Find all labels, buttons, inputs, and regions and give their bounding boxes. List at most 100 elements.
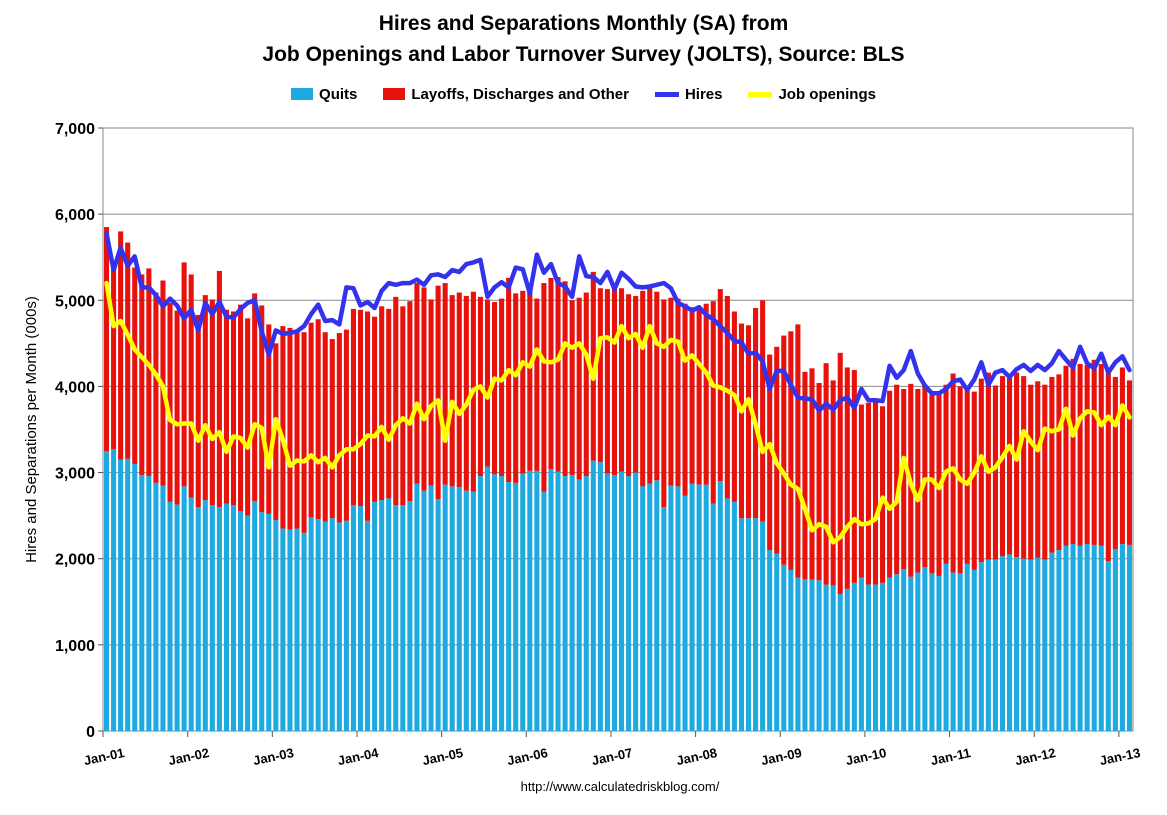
bar-layoffs xyxy=(548,277,554,470)
bar-layoffs xyxy=(174,310,180,505)
bar-quits xyxy=(745,518,752,731)
bar-quits xyxy=(915,572,921,731)
bar-quits xyxy=(654,480,660,731)
bar-layoffs xyxy=(865,402,871,585)
bar-layoffs xyxy=(1098,364,1104,546)
source-url: http://www.calculatedriskblog.com/ xyxy=(520,779,720,794)
bar-quits xyxy=(372,501,378,731)
bar-layoffs xyxy=(435,285,441,500)
bar-quits xyxy=(823,584,829,731)
bar-quits xyxy=(167,501,173,731)
bar-quits xyxy=(696,484,702,731)
bar-layoffs xyxy=(915,389,921,573)
bar-quits xyxy=(590,460,596,731)
bar-layoffs xyxy=(1091,359,1097,545)
bar-quits xyxy=(379,500,385,731)
bar-quits xyxy=(407,500,413,731)
bar-quits xyxy=(767,550,773,731)
bar-quits xyxy=(802,579,808,731)
bar-quits xyxy=(230,505,237,731)
bar-quits xyxy=(146,476,152,731)
bar-layoffs xyxy=(527,284,533,471)
plot-area xyxy=(102,127,1134,732)
bar-layoffs xyxy=(964,385,970,564)
bar-quits xyxy=(456,487,462,731)
bar-quits xyxy=(492,474,498,731)
bar-layoffs xyxy=(230,311,237,506)
bar-layoffs xyxy=(1119,367,1125,545)
bar-layoffs xyxy=(266,324,272,514)
y-tick-label: 5,000 xyxy=(55,293,95,310)
bar-quits xyxy=(393,505,399,731)
bar-layoffs xyxy=(541,283,547,492)
bar-layoffs xyxy=(492,302,498,475)
bar-layoffs xyxy=(858,404,864,578)
bar-layoffs xyxy=(1077,364,1083,546)
bar-layoffs xyxy=(992,385,998,560)
bar-layoffs xyxy=(788,331,794,570)
bar-layoffs xyxy=(971,391,977,570)
bar-layoffs xyxy=(153,292,159,483)
x-tick-label: Jan-12 xyxy=(1014,745,1057,768)
bar-layoffs xyxy=(999,376,1006,557)
bar-layoffs xyxy=(1126,380,1133,545)
bar-layoffs xyxy=(724,295,730,499)
x-tick-label: Jan-06 xyxy=(506,745,549,768)
bar-layoffs xyxy=(696,308,702,485)
bar-layoffs xyxy=(442,283,448,485)
bar-quits xyxy=(1056,550,1062,731)
bar-layoffs xyxy=(118,231,124,460)
y-tick-label: 0 xyxy=(86,724,95,741)
bar-quits xyxy=(731,501,737,731)
bar-quits xyxy=(668,485,674,731)
x-tick-label: Jan-08 xyxy=(675,745,718,768)
bar-quits xyxy=(435,499,441,731)
bar-quits xyxy=(174,504,180,731)
bar-layoffs xyxy=(287,327,293,530)
bar-quits xyxy=(661,507,667,731)
y-tick-label: 4,000 xyxy=(55,379,95,396)
bar-quits xyxy=(1021,558,1027,731)
bar-quits xyxy=(971,569,977,731)
bar-quits xyxy=(887,577,893,731)
bar-layoffs xyxy=(851,370,857,583)
bar-layoffs xyxy=(569,300,575,476)
bar-quits xyxy=(964,563,970,731)
bar-layoffs xyxy=(238,304,244,512)
bar-quits xyxy=(506,482,512,731)
bar-layoffs xyxy=(1035,381,1041,558)
bar-layoffs xyxy=(950,373,956,573)
bar-quits xyxy=(872,584,879,731)
bar-layoffs xyxy=(280,326,286,529)
bar-layoffs xyxy=(1007,377,1013,555)
bar-quits xyxy=(350,505,356,731)
bar-quits xyxy=(245,515,251,731)
x-tick-label: Jan-05 xyxy=(421,745,464,768)
bar-layoffs xyxy=(181,262,187,487)
y-tick-label: 1,000 xyxy=(55,638,95,655)
bar-quits xyxy=(202,500,208,731)
bar-quits xyxy=(1119,544,1125,731)
bar-layoffs xyxy=(562,281,568,477)
bar-layoffs xyxy=(647,287,653,484)
bar-quits xyxy=(238,511,244,731)
bar-quits xyxy=(329,518,335,731)
bar-layoffs xyxy=(421,287,427,491)
bar-layoffs xyxy=(901,389,907,570)
bar-layoffs xyxy=(167,302,173,502)
bar-layoffs xyxy=(336,333,342,523)
bar-quits xyxy=(717,481,723,731)
legend-label-quits: Quits xyxy=(319,85,358,103)
bar-quits xyxy=(477,476,483,731)
legend-label-layoffs: Layoffs, Discharges and Other xyxy=(411,85,629,103)
bar-layoffs xyxy=(745,325,752,519)
bar-quits xyxy=(950,572,956,731)
bar-quits xyxy=(957,573,963,731)
bar-layoffs xyxy=(506,277,512,483)
bar-quits xyxy=(738,518,744,731)
bar-quits xyxy=(1028,559,1034,731)
bar-quits xyxy=(209,505,215,731)
bar-quits xyxy=(753,518,759,731)
bar-layoffs xyxy=(767,354,773,551)
